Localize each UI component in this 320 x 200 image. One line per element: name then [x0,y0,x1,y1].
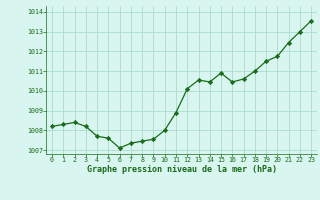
X-axis label: Graphe pression niveau de la mer (hPa): Graphe pression niveau de la mer (hPa) [87,165,276,174]
